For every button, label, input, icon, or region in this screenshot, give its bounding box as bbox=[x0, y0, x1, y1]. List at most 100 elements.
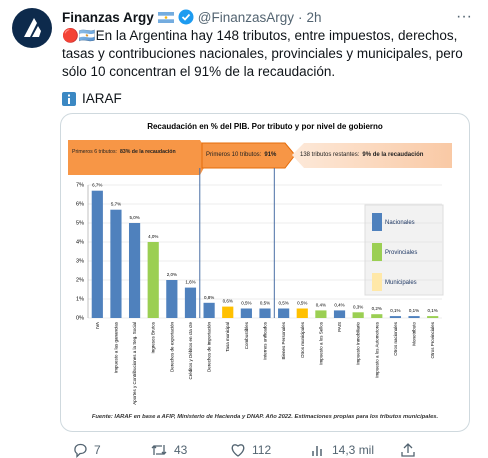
y-tick-label: 2% bbox=[76, 277, 84, 283]
x-tick-label: IVA bbox=[95, 322, 100, 329]
author-handle[interactable]: @FinanzasArgy bbox=[197, 9, 295, 25]
share-icon[interactable] bbox=[400, 442, 416, 458]
value-label: 0,1% bbox=[409, 308, 419, 313]
value-label: 5,7% bbox=[111, 202, 121, 207]
annotation-text: Primeros 10 tributos: bbox=[206, 152, 262, 158]
flag bbox=[157, 11, 174, 23]
x-tick-label: Bienes Personales bbox=[281, 321, 286, 359]
legend-label: Municipales bbox=[385, 280, 417, 286]
annotation-bold: 9% de la recaudación bbox=[362, 152, 423, 158]
y-tick-label: 7% bbox=[76, 182, 84, 188]
value-label: 0,4% bbox=[334, 302, 344, 307]
x-tick-label: Derechos de exportación bbox=[169, 322, 174, 373]
annotation: Primeros 10 tributos: 91% bbox=[206, 152, 277, 158]
value-label: 0,5% bbox=[260, 301, 270, 306]
source-label: IARAF bbox=[82, 91, 122, 106]
value-label: 0,6% bbox=[223, 299, 233, 304]
reply-count: 7 bbox=[94, 443, 101, 457]
x-tick-label: Impuesto a las ganancias bbox=[113, 321, 118, 373]
timestamp[interactable]: 2h bbox=[306, 9, 322, 25]
x-tick-label: Créditos y Débitos en cta cte bbox=[188, 322, 193, 380]
x-tick-label: Otros Provinciales bbox=[430, 321, 435, 358]
bar bbox=[128, 223, 141, 318]
x-tick-label: Impuesto Inmobiliario bbox=[356, 322, 361, 365]
bar bbox=[110, 209, 122, 318]
arrow bbox=[292, 143, 452, 168]
bar bbox=[222, 306, 234, 318]
reply-icon[interactable] bbox=[72, 442, 88, 458]
bar bbox=[240, 308, 252, 318]
retweet-icon[interactable] bbox=[150, 442, 168, 458]
value-label: 5,0% bbox=[129, 215, 139, 220]
tweet-text: 🔴🇦🇷En la Argentina hay 148 tributos, ent… bbox=[62, 28, 463, 79]
value-label: 6,7% bbox=[92, 183, 102, 188]
x-tick-label: Tasa municipal bbox=[225, 322, 230, 352]
avatar-logo bbox=[24, 18, 41, 37]
like-icon[interactable] bbox=[230, 442, 246, 458]
value-label: 0,5% bbox=[278, 301, 288, 306]
bar bbox=[91, 190, 103, 318]
legend-swatch bbox=[372, 273, 382, 291]
value-label: 0,1% bbox=[390, 308, 400, 313]
y-tick-label: 5% bbox=[76, 220, 84, 226]
y-tick-label: 1% bbox=[76, 296, 84, 302]
bar bbox=[296, 308, 308, 318]
arrow bbox=[68, 140, 210, 175]
bar bbox=[408, 316, 420, 318]
bar bbox=[203, 302, 215, 318]
value-label: 0,5% bbox=[297, 301, 307, 306]
actions: 7 43 112 14,3 mil bbox=[60, 442, 480, 458]
separator: · bbox=[298, 9, 303, 25]
legend-swatch bbox=[372, 213, 382, 231]
y-tick-label: 4% bbox=[76, 239, 84, 245]
legend-label: Provinciales bbox=[385, 250, 417, 256]
y-tick-label: 3% bbox=[76, 258, 84, 264]
value-label: 2,0% bbox=[167, 272, 177, 277]
x-tick-label: Impuesto a los Automotores bbox=[374, 321, 379, 378]
x-tick-label: Derechos de importación bbox=[207, 322, 212, 373]
value-label: 4,0% bbox=[148, 234, 158, 239]
more-menu[interactable]: ··· bbox=[456, 8, 472, 25]
x-tick-label: PAIS bbox=[337, 322, 342, 332]
annotation: Primeros 6 tributos: 83% de la recaudació… bbox=[72, 149, 176, 155]
value-label: 0,1% bbox=[428, 308, 438, 313]
x-tick-label: Otros nacionales bbox=[393, 321, 398, 356]
like-count: 112 bbox=[252, 443, 272, 457]
avatar[interactable] bbox=[12, 8, 52, 48]
views-icon[interactable] bbox=[310, 442, 326, 458]
bar bbox=[371, 314, 383, 318]
views-count: 14,3 mil bbox=[332, 443, 375, 457]
value-label: 0,5% bbox=[241, 301, 251, 306]
y-tick-label: 6% bbox=[76, 201, 84, 207]
annotation: 138 tributos restantes: 9% de la recaudac… bbox=[300, 152, 424, 158]
bar bbox=[315, 310, 327, 318]
arrow bbox=[201, 142, 296, 169]
info-icon bbox=[62, 91, 76, 106]
tweet-header: Finanzas Argy @FinanzasArgy · 2h bbox=[62, 9, 322, 25]
y-tick-label: 0% bbox=[76, 315, 84, 321]
annotation-text: Primeros 6 tributos: bbox=[72, 149, 117, 155]
retweet-count: 43 bbox=[174, 443, 188, 457]
value-label: 0,8% bbox=[204, 295, 214, 300]
value-label: 0,4% bbox=[316, 302, 326, 307]
x-tick-label: Aportes y Contribuciones a la Seg. Socia… bbox=[132, 322, 137, 405]
bar bbox=[389, 316, 402, 318]
x-tick-label: Ingresos Brutos bbox=[151, 321, 156, 353]
verified-badge bbox=[178, 9, 194, 25]
chart-image[interactable]: Recaudación en % del PIB. Por tributo y … bbox=[60, 113, 470, 433]
value-label: 0,2% bbox=[372, 306, 382, 311]
x-tick-label: Impuesto a los Sellos bbox=[318, 321, 323, 365]
legend-label: Nacionales bbox=[385, 220, 415, 226]
image-frame bbox=[60, 113, 470, 432]
x-tick-label: Combustibles bbox=[244, 321, 249, 349]
source: IARAF bbox=[62, 91, 122, 106]
footnote: Fuente: IARAF en base a AFIP, Ministerio… bbox=[92, 414, 439, 420]
annotation-bold: 91% bbox=[264, 152, 277, 158]
x-tick-label: Monotributo bbox=[412, 322, 417, 346]
x-tick-label: Internos unificados bbox=[263, 321, 268, 360]
chart-title: Recaudación en % del PIB. Por tributo y … bbox=[147, 122, 383, 131]
bar bbox=[259, 308, 271, 318]
legend-swatch bbox=[372, 243, 382, 261]
author-name[interactable]: Finanzas Argy bbox=[62, 9, 154, 25]
